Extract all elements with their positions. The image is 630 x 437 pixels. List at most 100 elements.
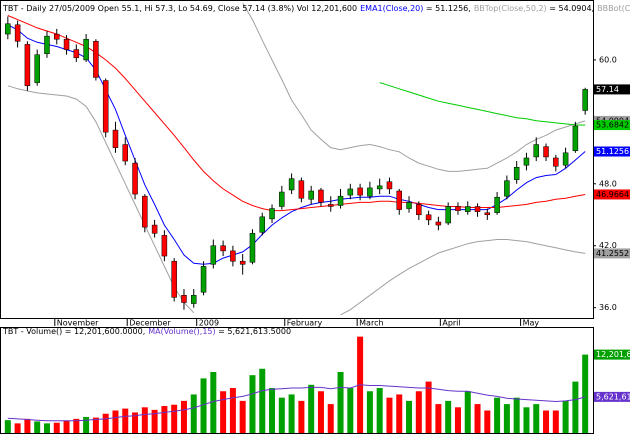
- volume-bar: [484, 410, 491, 433]
- volume-bar: [474, 404, 481, 433]
- y-tick-label: 48.0: [599, 179, 617, 188]
- volume-bar: [112, 410, 119, 433]
- value-tag: 41.2552: [596, 249, 629, 258]
- candle-body: [513, 167, 520, 180]
- header-title: TBT - Volume() = 12,201,600.0000,: [2, 327, 145, 336]
- candle-body: [337, 195, 344, 206]
- x-tick-label: 2009: [199, 319, 219, 328]
- value-tag: 51.1256: [596, 147, 629, 156]
- candle-body: [73, 49, 80, 59]
- candle-body: [435, 221, 442, 226]
- volume-bar: [171, 404, 178, 433]
- candle-body: [445, 206, 451, 224]
- indicator-line: [7, 85, 586, 316]
- close-tag-bg: [594, 84, 630, 95]
- volume-bar: [347, 388, 354, 433]
- volume-bar: [63, 420, 70, 433]
- candle-body: [298, 180, 305, 199]
- candle-body: [181, 295, 187, 303]
- candle-body: [455, 206, 461, 211]
- candle-body: [376, 185, 383, 190]
- candle-body: [318, 189, 324, 203]
- header-title: TBT - Daily 27/05/2009 Open 55.1, Hi 57.…: [2, 4, 357, 13]
- volume-bar: [132, 412, 139, 433]
- volume-bar: [269, 388, 276, 433]
- candle-body: [102, 80, 109, 133]
- candle-body: [523, 157, 530, 166]
- volume-bar: [53, 422, 60, 433]
- candle-body: [504, 180, 510, 197]
- x-tick-label: April: [442, 319, 460, 328]
- volume-bar: [92, 417, 99, 433]
- candle-body: [582, 89, 588, 111]
- volume-bar: [83, 416, 90, 433]
- volume-bar: [533, 404, 540, 433]
- candle-body: [347, 188, 354, 196]
- value-tag-bg: [594, 146, 630, 157]
- legend-value: = 5,621,613.5000: [216, 327, 291, 336]
- legend-name: BBBot(Close,50,2): [597, 4, 630, 13]
- volume-bar: [454, 407, 461, 433]
- candle-body: [484, 212, 491, 216]
- candle-body: [269, 208, 275, 220]
- candle-body: [142, 195, 148, 228]
- volume-bar: [435, 404, 442, 433]
- candle-body: [562, 152, 569, 166]
- value-tag: 46.9664: [596, 190, 629, 199]
- candle-body: [327, 204, 334, 207]
- volume-bar: [513, 397, 520, 433]
- volume-bar: [562, 400, 569, 433]
- price-panel: [0, 0, 594, 319]
- volume-bar: [34, 421, 41, 433]
- volume-bar: [415, 391, 422, 433]
- volume-bar: [543, 410, 550, 433]
- candle-body: [63, 38, 70, 50]
- candle-body: [5, 23, 11, 35]
- volume-bar: [229, 388, 236, 433]
- volume-bar: [572, 381, 579, 433]
- volume-bar: [278, 397, 285, 433]
- volume-bar: [308, 384, 315, 433]
- candle-body: [93, 41, 99, 78]
- indicator-line: [379, 82, 586, 126]
- legend-value: = 54.0904,: [547, 4, 594, 13]
- candle-body: [406, 202, 412, 209]
- value-tag: 5,621,613: [596, 392, 630, 401]
- volume-bar: [73, 418, 80, 433]
- volume-bar: [200, 378, 207, 433]
- value-tag-bg: [594, 189, 630, 200]
- ma-line: [7, 384, 586, 422]
- volume-bar: [151, 409, 158, 433]
- candle-body: [54, 33, 60, 40]
- x-tick-label: February: [287, 319, 323, 328]
- value-tag-bg: [594, 391, 630, 402]
- candle-body: [396, 190, 402, 210]
- volume-bar: [210, 371, 217, 433]
- volume-bar: [161, 406, 168, 433]
- candle-body: [44, 35, 50, 54]
- candle-body: [259, 216, 266, 233]
- candle-body: [220, 245, 226, 252]
- volume-plot: [4, 336, 589, 433]
- candle-body: [191, 295, 197, 304]
- volume-bar: [288, 394, 295, 433]
- volume-bar: [386, 397, 393, 433]
- volume-bar: [4, 420, 11, 433]
- x-tick-label: March: [359, 319, 383, 328]
- volume-bar: [102, 413, 109, 433]
- volume-bar: [317, 391, 324, 433]
- candle-body: [464, 206, 471, 212]
- volume-bar: [141, 407, 148, 433]
- candle-body: [288, 178, 295, 191]
- candle-body: [357, 187, 363, 196]
- indicator-line: [7, 15, 586, 212]
- x-tick-label: May: [523, 319, 540, 328]
- volume-bar: [259, 368, 266, 433]
- y-tick-label: 42.0: [599, 241, 617, 250]
- value-tag: 53.6842: [596, 121, 629, 130]
- volume-bar: [396, 394, 403, 433]
- volume-bar: [523, 407, 530, 433]
- candle-body: [112, 129, 119, 148]
- volume-bar: [249, 375, 256, 433]
